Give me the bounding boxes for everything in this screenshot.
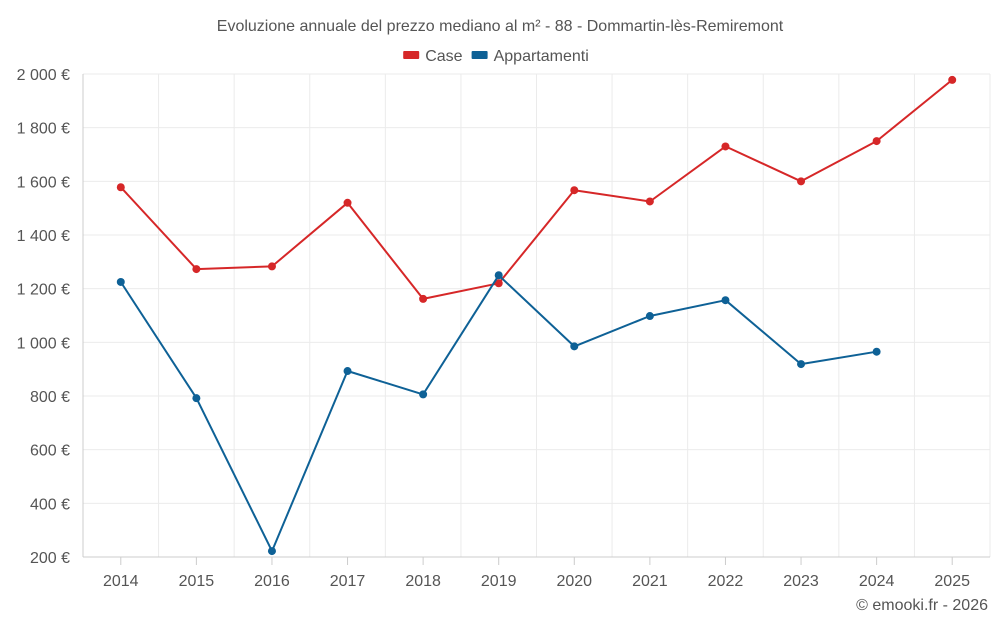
data-point[interactable] [721,142,730,151]
data-point[interactable] [645,312,654,321]
chart-title: Evoluzione annuale del prezzo mediano al… [217,18,784,35]
data-point[interactable] [419,390,428,399]
data-point[interactable] [116,277,125,286]
x-tick-label: 2017 [330,573,366,590]
series-line [120,79,953,300]
data-point[interactable] [192,394,201,403]
x-tick-label: 2023 [783,573,819,590]
series-case [116,75,957,303]
data-point[interactable] [267,262,276,271]
data-point[interactable] [192,265,201,274]
y-tick-label: 2 000 € [17,67,70,84]
x-tick-label: 2016 [254,573,290,590]
legend-swatch [403,51,420,59]
series-layer [116,75,957,556]
y-tick-label: 1 200 € [17,282,70,299]
data-point[interactable] [797,177,806,186]
data-point[interactable] [570,342,579,351]
data-point[interactable] [494,271,503,280]
y-tick-label: 1 800 € [17,121,70,138]
data-point[interactable] [343,367,352,376]
x-tick-label: 2015 [179,573,215,590]
data-point[interactable] [116,183,125,192]
credit-text: © emooki.fr - 2026 [856,597,988,614]
data-point[interactable] [343,198,352,207]
data-point[interactable] [872,137,881,146]
data-point[interactable] [570,186,579,195]
x-tick-label: 2025 [934,573,970,590]
axes: 200 € 400 € 600 € 800 € 1 000 € 1 200 € 1 400 … [17,67,990,590]
x-tick-label: 2024 [859,573,895,590]
y-tick-label: 1 000 € [17,335,70,352]
legend: Case Appartamenti [403,48,589,65]
legend-label: Case [425,48,462,65]
data-point[interactable] [267,547,276,556]
data-point[interactable] [872,347,881,356]
y-tick-label: 800 € [30,389,70,406]
x-tick-label: 2020 [556,573,592,590]
grid-lines [83,73,991,557]
y-tick-label: 200 € [30,550,70,567]
data-point[interactable] [494,279,503,288]
data-point[interactable] [721,296,730,305]
x-tick-label: 2022 [708,573,744,590]
data-point[interactable] [419,294,428,303]
series-appartamenti [116,271,881,556]
y-tick-label: 400 € [30,496,70,513]
y-tick-label: 600 € [30,443,70,460]
x-tick-label: 2021 [632,573,668,590]
x-tick-label: 2018 [405,573,441,590]
data-point[interactable] [645,197,654,206]
legend-item-case[interactable]: Case [403,48,463,65]
legend-item-appartamenti[interactable]: Appartamenti [471,48,589,65]
data-point[interactable] [948,75,957,84]
legend-label: Appartamenti [494,48,589,65]
x-tick-label: 2019 [481,573,517,590]
y-tick-label: 1 600 € [17,174,70,191]
y-tick-label: 1 400 € [17,228,70,245]
x-tick-label: 2014 [103,573,139,590]
data-point[interactable] [797,360,806,369]
legend-swatch [471,51,488,59]
